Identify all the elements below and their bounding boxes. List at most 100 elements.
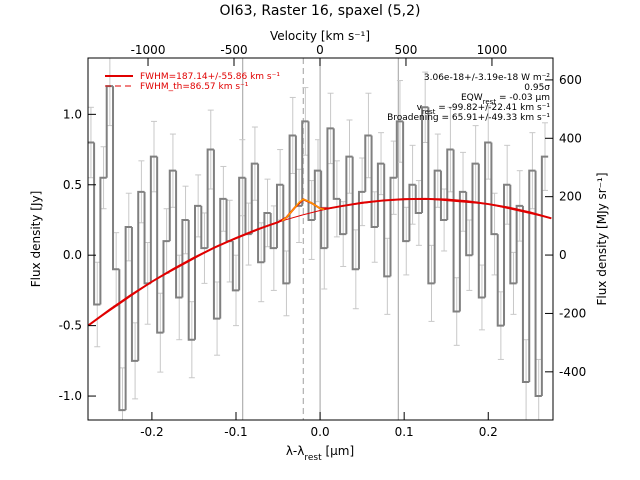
histogram-step [357,190,366,270]
histogram-step [446,148,454,220]
histogram-step [484,141,492,298]
histogram-step [376,162,385,228]
annotation-part: Broadening = 65.91+/-49.33 km s⁻¹ [387,113,550,123]
histogram-step [540,155,549,397]
histogram-step [433,169,441,284]
annotation-part: 3.06e-18+/-3.19e-18 W m⁻² [424,73,551,83]
histogram-step [534,170,542,398]
histogram-step [320,170,328,250]
annotation-part: v [417,103,423,113]
line-fit [281,198,325,222]
x-axis-label-part: λ-λ [286,444,305,458]
histogram-step [389,176,397,277]
histogram-step [206,148,214,249]
histogram-step [162,240,170,333]
x-tick-label: -0.2 [140,425,163,439]
histogram-step [408,183,416,242]
y2-tick-label: 200 [559,190,582,204]
histogram-step [458,190,467,312]
histogram-step [93,142,101,306]
annotation: EQWrest = -0.03 µm [461,93,550,106]
annotation-part: EQW [461,93,483,103]
x-tick-label: 0.0 [311,425,330,439]
y2-tick-label: 400 [559,131,582,145]
y-tick-label: 0.5 [63,178,82,192]
annotation: Broadening = 65.91+/-49.33 km s⁻¹ [387,113,550,123]
annotation-part: rest [483,98,497,106]
histogram-step [395,120,404,178]
model-curve [88,198,552,326]
annotation-part: rest [422,108,436,116]
histogram-step [200,205,208,250]
histogram-step [345,155,353,235]
histogram-step [118,269,126,412]
histogram-step [427,107,435,285]
annotation: 3.06e-18+/-3.19e-18 W m⁻² [424,73,551,83]
histogram-step [477,163,486,299]
histogram-step [452,149,460,313]
histogram-step [250,162,259,235]
histogram-step [168,169,177,242]
histogram-step [149,155,158,284]
y2-tick-label: 600 [559,73,582,87]
histogram-step [257,163,265,264]
histogram-step [332,128,341,200]
legend-label: FWHM_th=86.57 km s⁻¹ [140,82,249,92]
y-tick-label: 1.0 [63,107,82,121]
x-tick-label: 0.2 [479,425,498,439]
histogram-step [231,241,240,292]
histogram-step [275,183,284,249]
annotation-part: 0.95σ [524,83,550,93]
x-tick-label: 0.1 [395,425,414,439]
x-axis-label-part: [µm] [322,444,355,458]
x2-tick-label: 0 [316,43,324,57]
histogram-step [156,156,164,334]
histogram-step [175,170,183,299]
x2-axis-label: Velocity [km s⁻¹] [270,29,370,43]
histogram-step [496,234,505,327]
x-axis-label-part: rest [304,453,322,463]
x2-tick-label: -1000 [131,43,166,57]
y-tick-label: -0.5 [59,319,82,333]
x2-tick-label: -500 [220,43,247,57]
histogram-step [307,121,315,221]
chart-title: OI63, Raster 16, spaxel (5,2) [220,3,421,19]
histogram-step [238,176,246,291]
histogram-step [515,204,523,284]
y-tick-label: -1.0 [59,389,82,403]
x-axis-label: λ-λrest [µm] [286,444,354,463]
x-tick-label: -0.1 [224,425,247,439]
histogram-step [288,134,296,284]
annotation-part: = -99.82+/-22.41 km s⁻¹ [435,103,550,113]
x2-tick-label: 1000 [477,43,508,57]
annotation: 0.95σ [524,83,550,93]
histogram-step [282,184,290,285]
histogram-step [130,227,139,362]
histogram-step [212,149,221,320]
histogram-step [528,169,536,382]
histogram-step [421,106,429,213]
histogram-step [439,170,448,221]
histogram-step [181,218,189,298]
annotation: vrest = -99.82+/-22.41 km s⁻¹ [417,103,551,116]
y-tick-label: 0.0 [63,248,82,262]
y2-tick-label: -400 [559,365,586,379]
histogram-step [465,191,473,257]
histogram-step [370,135,378,229]
histogram-step [301,120,309,206]
y2-axis-label: Flux density [MJy sr⁻¹] [595,172,609,305]
histogram-step [402,121,410,243]
plot-area [88,58,552,420]
histogram-step [112,86,120,271]
y2-tick-label: 0 [559,248,567,262]
histogram-step [414,184,423,214]
histogram-step [194,204,202,340]
histogram-step [137,190,145,361]
histogram-step [351,156,359,271]
histogram-step [313,169,322,220]
histogram-step [490,142,498,236]
annotation-part: = -0.03 µm [496,93,550,103]
y-axis-label: Flux density [Jy] [29,191,43,288]
histogram-step [364,134,372,192]
